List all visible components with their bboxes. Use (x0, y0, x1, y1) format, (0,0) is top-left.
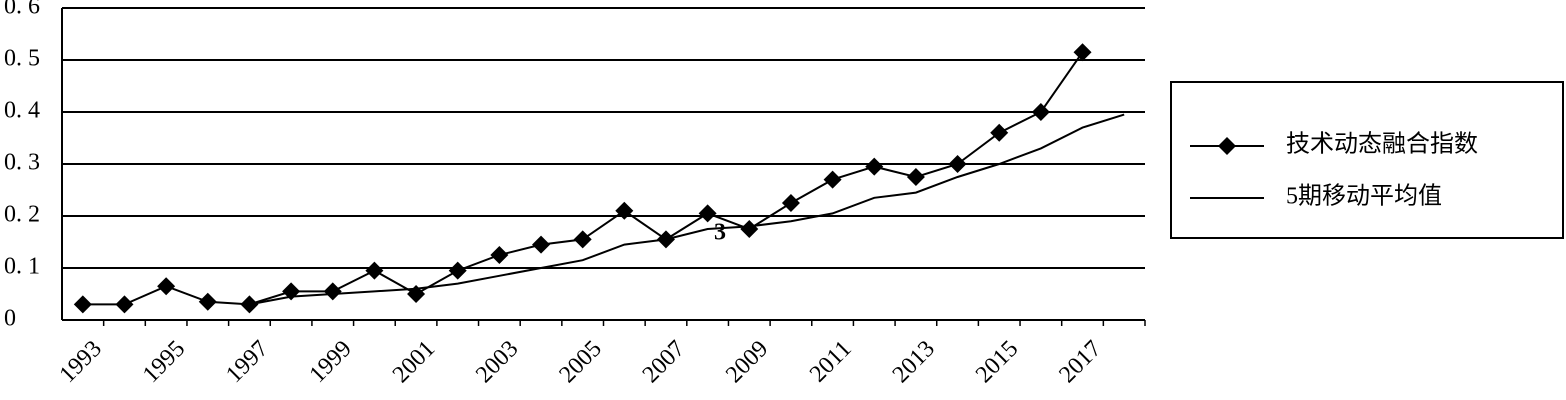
diamond-marker (532, 235, 551, 254)
legend-label: 技术动态融合指数 (1286, 131, 1478, 158)
diamond-marker (365, 261, 384, 280)
x-tick-label: 2005 (554, 336, 606, 388)
diamond-marker (698, 204, 717, 223)
y-tick-label: 0. 3 (4, 150, 40, 176)
diamond-marker (948, 155, 967, 173)
x-tick-label: 2015 (971, 336, 1023, 388)
x-tick-label: 1995 (138, 336, 190, 388)
diamond-marker (1031, 103, 1050, 121)
diamond-marker (157, 277, 176, 296)
x-tick-label: 2001 (388, 336, 440, 388)
y-tick-label: 0. 4 (4, 98, 40, 124)
diamond-marker (990, 123, 1009, 142)
x-tick-label: 2007 (638, 336, 690, 388)
diamond-marker (323, 282, 342, 301)
diamond-marker (448, 261, 467, 280)
series-line (82, 51, 1084, 306)
x-tick-label: 2003 (471, 336, 523, 388)
legend-label: 5期移动平均值 (1286, 183, 1442, 210)
legend-marker (1218, 137, 1236, 155)
diamond-marker (781, 194, 800, 212)
x-tick-label: 1993 (55, 336, 107, 388)
annotation: 3 (714, 220, 726, 246)
y-tick-label: 0. 1 (4, 254, 40, 280)
diamond-marker (1073, 43, 1092, 62)
diamond-marker (490, 246, 509, 264)
y-tick-label: 0. 2 (4, 202, 40, 228)
x-tick-label: 2009 (721, 336, 773, 388)
diamond-marker (573, 230, 592, 249)
x-tick-label: 1999 (305, 336, 357, 388)
diamond-marker (115, 295, 134, 314)
y-tick-label: 0. 5 (4, 46, 40, 72)
y-tick-label: 0. 6 (4, 0, 40, 20)
diamond-marker (615, 201, 634, 220)
diamond-marker (865, 157, 884, 176)
x-tick-label: 1997 (221, 336, 273, 388)
diamond-marker (740, 220, 759, 238)
x-tick-label: 2013 (888, 336, 940, 388)
x-tick-label: 2011 (805, 336, 857, 388)
diamond-marker (823, 170, 842, 189)
series-line (249, 113, 1125, 306)
x-tick-label: 2017 (1054, 336, 1106, 388)
y-tick-label: 0 (4, 306, 16, 332)
diamond-marker (73, 295, 92, 314)
diamond-marker (198, 292, 217, 311)
diamond-marker (906, 168, 925, 186)
legend-box (1170, 81, 1564, 239)
